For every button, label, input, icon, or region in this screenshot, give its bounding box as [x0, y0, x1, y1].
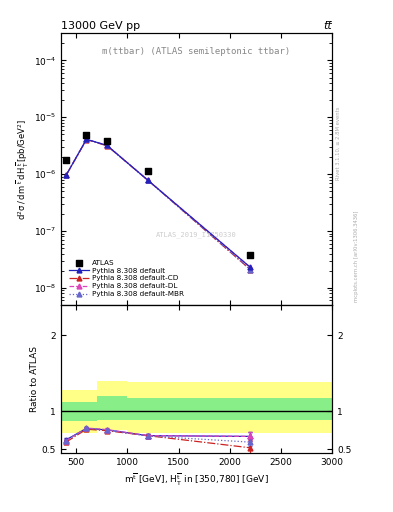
X-axis label: $\mathsf{m^{\overline{t}}}$ [GeV], $\mathsf{H_T^{\overline{t}}}$ in [350,780] [G: $\mathsf{m^{\overline{t}}}$ [GeV], $\mat…: [124, 471, 269, 487]
Line: Pythia 8.308 default-DL: Pythia 8.308 default-DL: [64, 137, 253, 270]
ATLAS: [83, 131, 90, 139]
Line: Pythia 8.308 default: Pythia 8.308 default: [64, 137, 253, 270]
ATLAS: [247, 251, 253, 259]
Pythia 8.308 default-CD: [248, 266, 253, 272]
Pythia 8.308 default-DL: [248, 264, 253, 270]
Line: Pythia 8.308 default-MBR: Pythia 8.308 default-MBR: [64, 137, 253, 272]
Pythia 8.308 default-CD: [64, 173, 68, 179]
ATLAS: [104, 137, 110, 145]
Pythia 8.308 default: [105, 142, 109, 148]
Pythia 8.308 default-DL: [84, 136, 89, 142]
Pythia 8.308 default-MBR: [64, 173, 68, 179]
Pythia 8.308 default: [145, 177, 150, 183]
Pythia 8.308 default-DL: [64, 173, 68, 179]
Text: m(ttbar) (ATLAS semileptonic ttbar): m(ttbar) (ATLAS semileptonic ttbar): [103, 47, 290, 56]
Text: Rivet 3.1.10, ≥ 2.8M events: Rivet 3.1.10, ≥ 2.8M events: [336, 106, 341, 180]
Pythia 8.308 default-DL: [105, 142, 109, 148]
Text: 13000 GeV pp: 13000 GeV pp: [61, 21, 140, 31]
Line: Pythia 8.308 default-CD: Pythia 8.308 default-CD: [64, 137, 253, 272]
Text: mcplots.cern.ch [arXiv:1306.3436]: mcplots.cern.ch [arXiv:1306.3436]: [354, 210, 359, 302]
ATLAS: [63, 156, 69, 164]
Pythia 8.308 default-MBR: [84, 136, 89, 142]
Pythia 8.308 default-CD: [105, 143, 109, 149]
Text: tt̅: tt̅: [323, 21, 332, 31]
ATLAS: [145, 166, 151, 175]
Text: ATLAS_2019_I1750330: ATLAS_2019_I1750330: [156, 231, 237, 238]
Pythia 8.308 default: [84, 136, 89, 142]
Pythia 8.308 default-MBR: [248, 266, 253, 272]
Y-axis label: $\mathsf{d^2\sigma\,/\,d\,m^{\,\overline{t}}\,d\,H_T^{\,\overline{t}}\,[pb/GeV^2: $\mathsf{d^2\sigma\,/\,d\,m^{\,\overline…: [15, 119, 31, 220]
Legend: ATLAS, Pythia 8.308 default, Pythia 8.308 default-CD, Pythia 8.308 default-DL, P: ATLAS, Pythia 8.308 default, Pythia 8.30…: [67, 258, 185, 298]
Pythia 8.308 default-CD: [145, 177, 150, 183]
Pythia 8.308 default-DL: [145, 177, 150, 183]
Pythia 8.308 default-MBR: [105, 142, 109, 148]
Y-axis label: Ratio to ATLAS: Ratio to ATLAS: [30, 346, 39, 412]
Pythia 8.308 default: [248, 264, 253, 270]
Pythia 8.308 default-CD: [84, 137, 89, 143]
Pythia 8.308 default: [64, 173, 68, 179]
Pythia 8.308 default-MBR: [145, 177, 150, 183]
